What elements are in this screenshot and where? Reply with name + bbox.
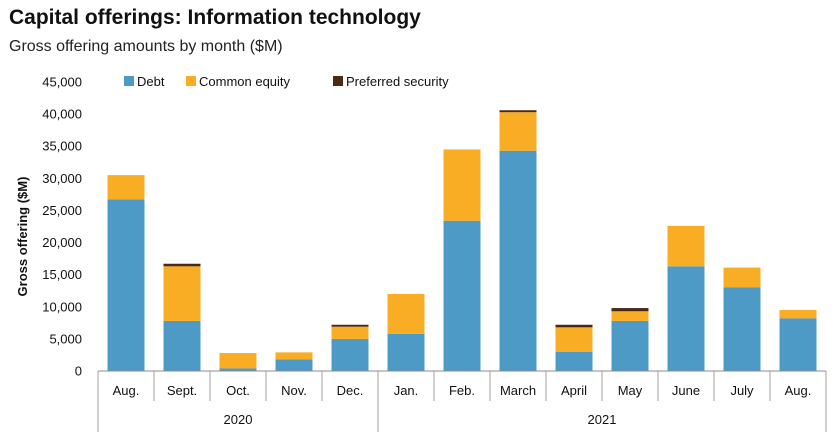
y-tick-label: 45,000 [42, 75, 82, 90]
x-tick-label: Sept. [167, 383, 197, 398]
x-tick-label: Jan. [394, 383, 419, 398]
legend-swatch [333, 76, 343, 86]
bar-segment-debt [163, 320, 201, 371]
bar-segment-common-equity [443, 149, 481, 221]
x-axis: Aug. Sept. Oct. Nov. Dec. Jan. Feb. March April M… [97, 370, 827, 432]
bar-segment-preferred-security [555, 324, 593, 328]
bar-segment-common-equity [331, 326, 369, 339]
y-tick-label: 5,000 [49, 331, 82, 346]
x-tick-label: July [730, 383, 754, 398]
bar-segment-common-equity [107, 175, 145, 200]
bar-segment-common-equity [667, 225, 705, 267]
bar-segment-common-equity [219, 353, 257, 369]
bar-segment-common-equity [555, 327, 593, 352]
bar-segment-preferred-security [611, 308, 649, 312]
x-tick-label: May [618, 383, 643, 398]
legend-label: Debt [137, 74, 165, 89]
bar-segment-common-equity [499, 112, 537, 151]
x-tick-label: Aug. [785, 383, 812, 398]
x-group-label: 2021 [588, 412, 617, 427]
bar-segment-debt [555, 351, 593, 371]
bar-segment-common-equity [275, 352, 313, 360]
bar-segment-debt [275, 359, 313, 371]
bar-segment-debt [443, 220, 481, 371]
bar-segment-preferred-security [499, 110, 537, 113]
x-tick-label: Aug. [113, 383, 140, 398]
legend-swatch [124, 76, 134, 86]
x-tick-label: March [500, 383, 536, 398]
chart-title: Capital offerings: Information technolog… [9, 6, 421, 29]
bar-segment-debt [723, 287, 761, 371]
bar-segment-common-equity [723, 267, 761, 288]
y-tick-label: 0 [75, 364, 82, 379]
y-tick-label: 30,000 [42, 171, 82, 186]
bar-segment-debt [107, 199, 145, 371]
x-tick-label: Nov. [281, 383, 307, 398]
x-tick-label: June [672, 383, 700, 398]
bar-segment-preferred-security [163, 263, 201, 267]
bar-segment-debt [779, 318, 817, 371]
x-tick-label: April [561, 383, 587, 398]
bar-segment-common-equity [387, 293, 425, 334]
bar-segment-preferred-security [331, 324, 369, 327]
chart-legend: Debt Common equity Preferred security [124, 74, 449, 89]
x-group-label: 2020 [224, 412, 253, 427]
legend-swatch [186, 76, 196, 86]
bar-segment-common-equity [779, 309, 817, 319]
bar-segment-debt [499, 150, 537, 371]
bar-segment-common-equity [163, 266, 201, 321]
bar-segment-common-equity [611, 311, 649, 321]
chart-subtitle: Gross offering amounts by month ($M) [9, 38, 283, 55]
y-tick-label: 25,000 [42, 203, 82, 218]
y-tick-label: 15,000 [42, 267, 82, 282]
bar-segment-debt [387, 333, 425, 371]
x-tick-label: Feb. [449, 383, 475, 398]
y-axis: 0 5,000 10,000 15,000 20,000 25,000 30,000 35,0… [15, 75, 82, 379]
bars-area [107, 110, 817, 371]
y-tick-label: 20,000 [42, 235, 82, 250]
x-tick-label: Oct. [226, 383, 250, 398]
bar-segment-debt [219, 368, 257, 371]
bar-segment-debt [331, 338, 369, 371]
y-tick-label: 35,000 [42, 139, 82, 154]
y-tick-label: 10,000 [42, 299, 82, 314]
bar-segment-debt [667, 266, 705, 371]
y-axis-title: Gross offering ($M) [15, 177, 30, 297]
bar-segment-debt [611, 320, 649, 371]
legend-label: Preferred security [346, 74, 449, 89]
y-tick-label: 40,000 [42, 107, 82, 122]
x-tick-label: Dec. [337, 383, 364, 398]
legend-label: Common equity [199, 74, 291, 89]
